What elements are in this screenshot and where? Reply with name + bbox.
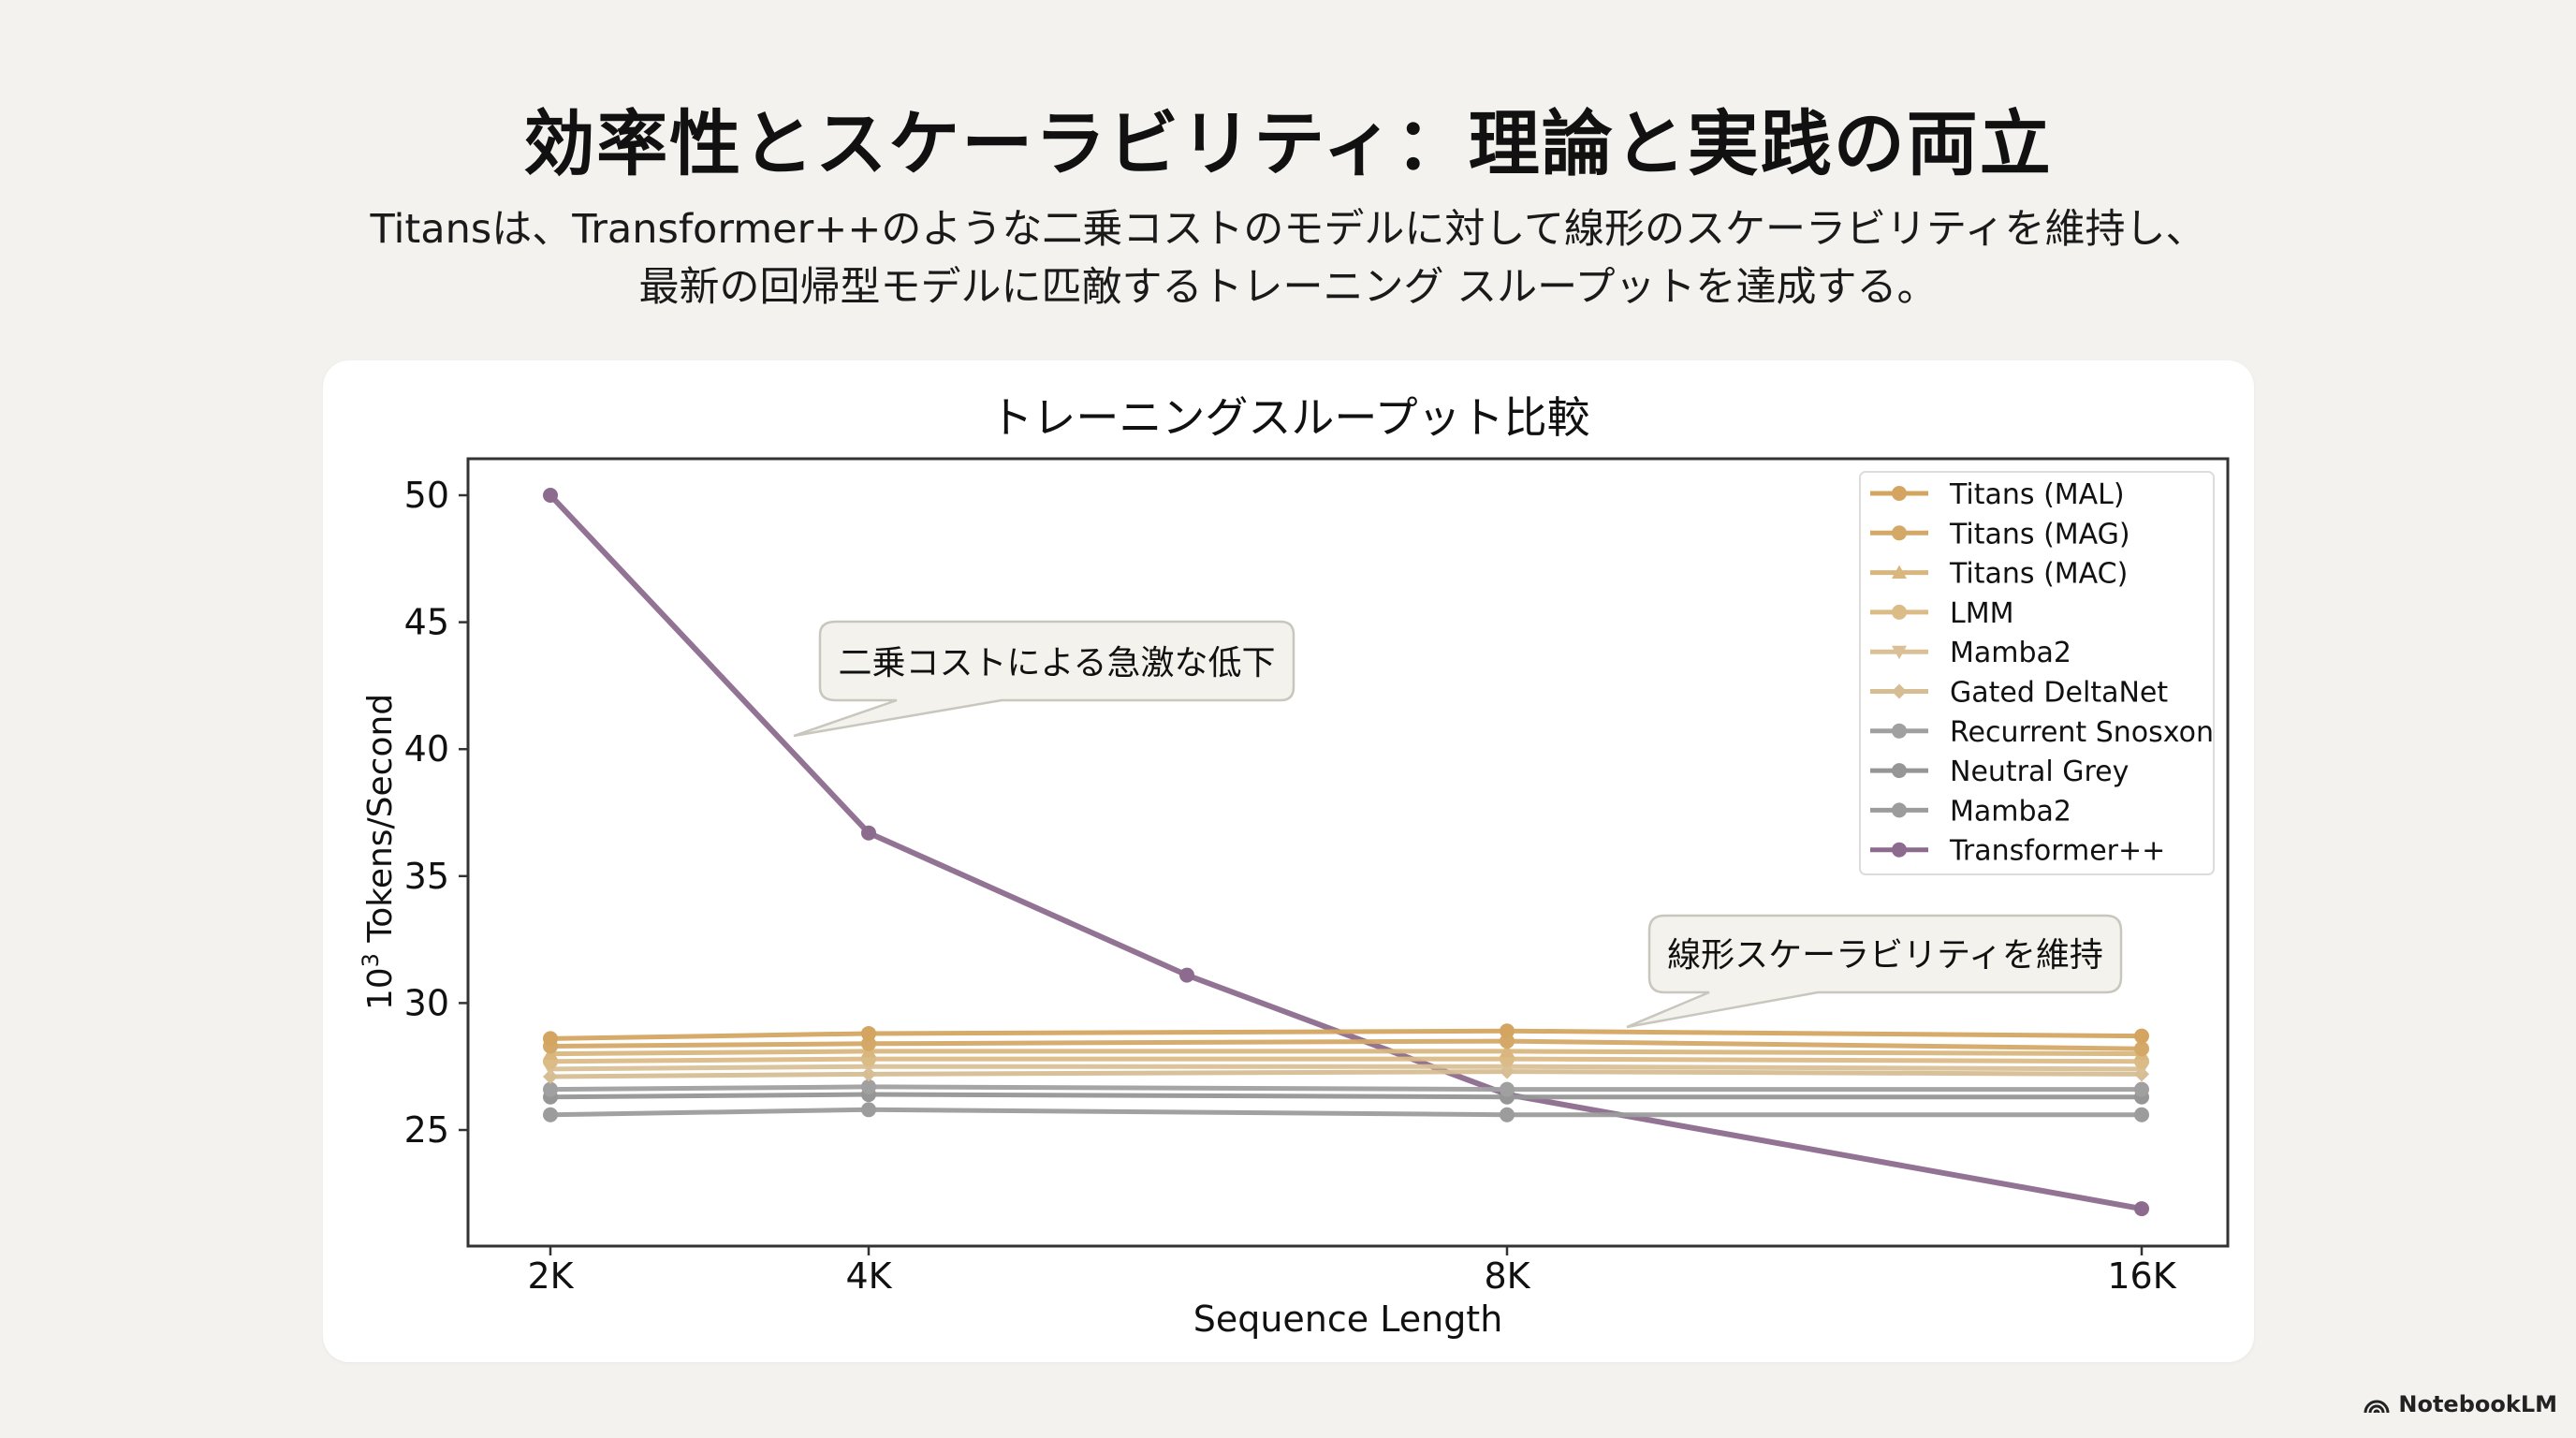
plot-frame bbox=[466, 457, 2230, 1248]
y-tick-label: 50 bbox=[404, 475, 449, 516]
callout-quadratic-drop: 二乗コストによる急激な低下 bbox=[793, 620, 1295, 738]
legend-item: Titans (MAC) bbox=[1870, 558, 2128, 591]
watermark-label: NotebookLM bbox=[2398, 1391, 2557, 1417]
notebooklm-logo-icon bbox=[2364, 1400, 2390, 1414]
y-axis-ticks: 25 30 35 40 45 50 bbox=[404, 475, 468, 1151]
callout-linear-scalability: 線形スケーラビリティを維持 bbox=[1626, 914, 2123, 1029]
subtitle-line-2: 最新の回帰型モデルに匹敵するトレーニング スループットを達成する。 bbox=[638, 264, 1938, 311]
legend-item: Gated DeltaNet bbox=[1870, 677, 2168, 710]
x-tick-label: 2K bbox=[527, 1255, 574, 1297]
legend-label: Neutral Grey bbox=[1950, 756, 2129, 788]
legend-label: LMM bbox=[1950, 597, 2013, 630]
chart-title: トレーニングスループット比較 bbox=[989, 392, 1589, 443]
x-tick-label: 8K bbox=[1484, 1255, 1530, 1297]
legend: Titans (MAL) Titans (MAG) Titans (MAC) LMM M… bbox=[1859, 471, 2215, 875]
legend-label: Gated DeltaNet bbox=[1950, 677, 2168, 710]
legend-label: Mamba2 bbox=[1950, 637, 2071, 669]
series-layer bbox=[543, 488, 2149, 1217]
slide-subtitle: Titansは、Transformer++のような二乗コストのモデルに対して線形… bbox=[0, 200, 2576, 316]
legend-label: Titans (MAG) bbox=[1949, 518, 2130, 550]
y-tick-label: 40 bbox=[404, 728, 449, 770]
legend-item: Titans (MAL) bbox=[1870, 478, 2125, 511]
callout-quadratic-drop-text: 二乗コストによる急激な低下 bbox=[839, 644, 1276, 682]
y-tick-label: 25 bbox=[404, 1109, 449, 1151]
legend-item: Transformer++ bbox=[1870, 835, 2165, 868]
x-axis-ticks: 2K 4K 8K 16K bbox=[527, 1246, 2177, 1297]
notebooklm-watermark: NotebookLM bbox=[2363, 1391, 2557, 1417]
legend-label: Mamba2 bbox=[1950, 795, 2071, 828]
x-tick-label: 16K bbox=[2107, 1255, 2176, 1297]
legend-label: Titans (MAL) bbox=[1949, 478, 2125, 511]
legend-item: Titans (MAG) bbox=[1870, 518, 2130, 550]
legend-label: Titans (MAC) bbox=[1949, 558, 2128, 591]
legend-item: Mamba2 bbox=[1870, 637, 2071, 669]
legend-item: Recurrent Snosxon bbox=[1870, 716, 2214, 749]
y-tick-label: 35 bbox=[404, 856, 449, 897]
legend-item: LMM bbox=[1870, 597, 2013, 630]
subtitle-line-1: Titansは、Transformer++のような二乗コストのモデルに対して線形… bbox=[370, 206, 2206, 253]
callout-linear-scalability-text: 線形スケーラビリティを維持 bbox=[1667, 936, 2103, 975]
slide-title: 効率性とスケーラビリティ：理論と実践の両立 bbox=[523, 102, 2053, 185]
x-axis-label: Sequence Length bbox=[1193, 1299, 1503, 1340]
legend-item: Mamba2 bbox=[1870, 795, 2071, 828]
legend-label: Recurrent Snosxon bbox=[1950, 716, 2214, 749]
y-axis-label: 103 Tokens/Second bbox=[358, 694, 400, 1010]
series-recurrent-snosxon bbox=[543, 1078, 2149, 1097]
y-tick-label: 30 bbox=[404, 982, 449, 1023]
legend-item: Neutral Grey bbox=[1870, 756, 2129, 788]
series-mamba2 bbox=[543, 1102, 2149, 1123]
legend-label: Transformer++ bbox=[1949, 835, 2165, 868]
x-tick-label: 4K bbox=[845, 1255, 892, 1297]
series-titans-mal- bbox=[543, 1023, 2149, 1047]
y-tick-label: 45 bbox=[404, 602, 449, 643]
